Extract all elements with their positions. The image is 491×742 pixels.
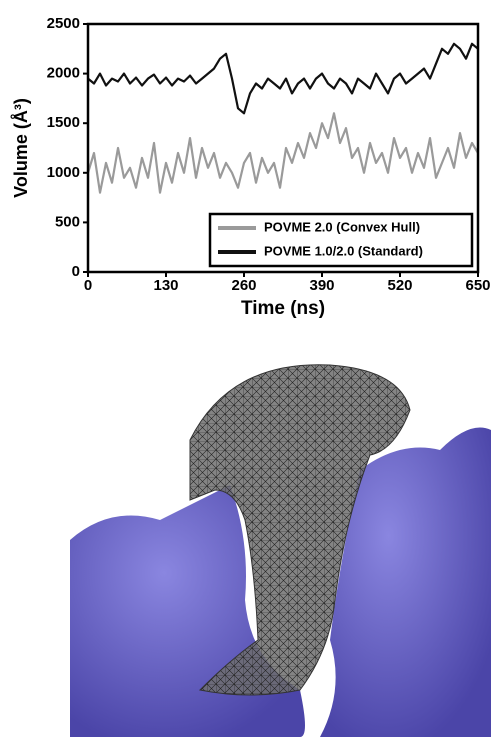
protein-surface xyxy=(320,427,491,737)
legend-box xyxy=(208,212,474,268)
x-tick-label: 650 xyxy=(465,277,490,294)
y-tick-label: 0 xyxy=(72,263,80,280)
pocket-mesh-wire xyxy=(189,364,411,696)
y-tick-label: 1000 xyxy=(47,164,80,181)
x-axis-label: Time (ns) xyxy=(241,298,325,319)
x-tick-label: 130 xyxy=(153,277,178,294)
y-tick-label: 2500 xyxy=(47,15,80,32)
y-tick-label: 1500 xyxy=(47,114,80,131)
y-tick-label: 2000 xyxy=(47,65,80,82)
x-tick-label: 260 xyxy=(231,277,256,294)
x-tick-label: 520 xyxy=(387,277,412,294)
plot-frame xyxy=(86,22,480,274)
data-line xyxy=(87,42,479,115)
data-line xyxy=(86,112,479,194)
x-tick-label: 390 xyxy=(309,277,334,294)
legend-label: POVME 1.0/2.0 (Standard) xyxy=(264,243,423,258)
legend-label: POVME 2.0 (Convex Hull) xyxy=(264,219,420,234)
x-tick-label: 0 xyxy=(84,277,92,294)
y-tick-label: 500 xyxy=(55,213,80,230)
y-axis-label: Volume (Å³) xyxy=(11,98,31,198)
structure-image xyxy=(70,340,491,737)
